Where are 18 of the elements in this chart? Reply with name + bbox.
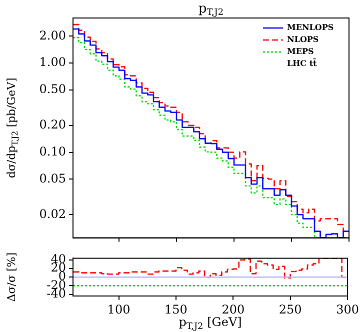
annotation: LHC tt̄ [287, 58, 318, 68]
x-tick-label: 250 [278, 302, 302, 316]
x-tick-label: 300 [336, 302, 359, 316]
y-tick-label: 0.50 [39, 82, 66, 96]
y-axis-title: Δσ/σ [%] [4, 252, 18, 302]
x-tick-label: 150 [164, 302, 188, 316]
x-tick-label: 200 [222, 302, 245, 316]
x-tick-label: 100 [107, 302, 130, 316]
legend-label: NLOPS [287, 34, 319, 44]
y-tick-label: 0.05 [39, 171, 66, 186]
y-tick-label: 0.20 [39, 118, 66, 132]
y-tick-label: 1.00 [39, 55, 66, 70]
y-tick-label: 2.00 [39, 28, 66, 42]
legend-label: MENLOPS [287, 22, 334, 32]
legend-label: MEPS [287, 46, 314, 56]
y-tick-label: 0.02 [39, 206, 66, 221]
y-tick-label: 0.10 [39, 144, 66, 158]
y-axis-title: dσ/dpT,J2 [pb/GeV] [4, 78, 20, 178]
